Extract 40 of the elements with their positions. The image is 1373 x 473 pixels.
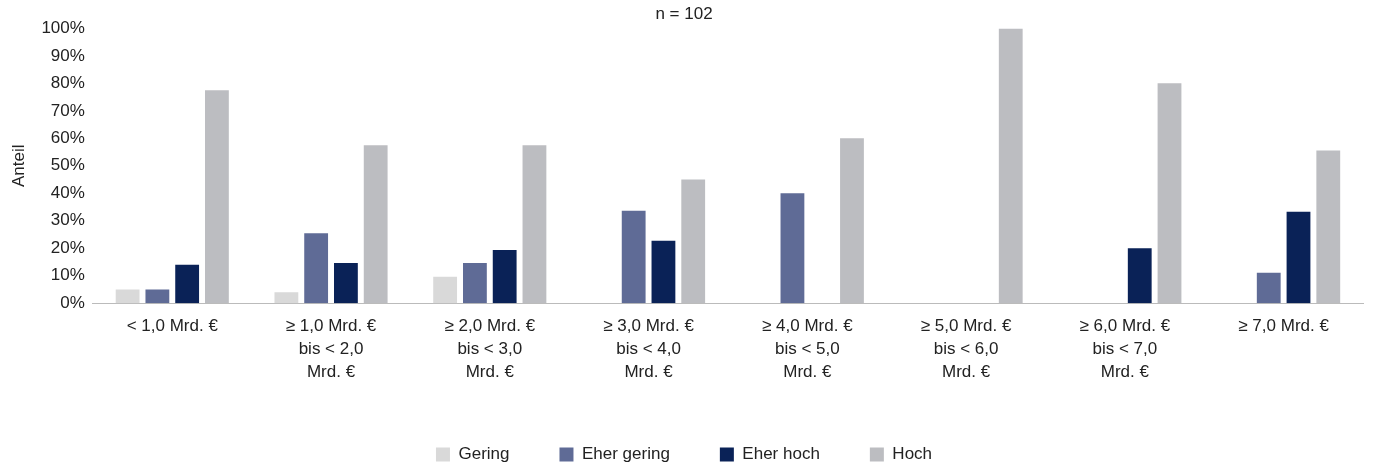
y-tick-label: 60% (50, 127, 85, 147)
y-tick-label: 90% (50, 45, 85, 65)
y-tick-label: 100% (41, 18, 85, 38)
legend-label: Gering (458, 444, 510, 464)
bar (433, 276, 458, 304)
y-axis-title: Anteil (8, 144, 28, 188)
bar (1127, 248, 1152, 304)
x-tick-label: ≥ 4,0 Mrd. € bis < 5,0 Mrd. € (762, 316, 854, 382)
y-tick-label: 70% (50, 100, 85, 120)
bar (1256, 272, 1281, 304)
y-tick-label: 10% (50, 265, 85, 285)
x-tick-label: ≥ 3,0 Mrd. € bis < 4,0 Mrd. € (603, 316, 695, 382)
y-tick-label: 0% (60, 292, 85, 312)
legend-label: Eher gering (581, 444, 670, 464)
bar (175, 264, 200, 304)
x-tick-label: ≥ 5,0 Mrd. € bis < 6,0 Mrd. € (920, 316, 1012, 382)
bar (274, 292, 299, 304)
bar (651, 240, 676, 304)
y-tick-label: 80% (50, 73, 85, 93)
x-tick-label: ≥ 7,0 Mrd. € (1238, 316, 1330, 336)
y-tick-label: 50% (50, 155, 85, 175)
chart-title: n = 102 (655, 3, 713, 23)
bar (492, 250, 517, 304)
y-tick-label: 20% (50, 237, 85, 257)
x-tick-label: ≥ 1,0 Mrd. € bis < 2,0 Mrd. € (285, 316, 377, 382)
x-tick-label: ≥ 2,0 Mrd. € bis < 3,0 Mrd. € (444, 316, 536, 382)
x-tick-label: ≥ 6,0 Mrd. € bis < 7,0 Mrd. € (1079, 316, 1171, 382)
bar (115, 289, 140, 304)
x-tick-label: < 1,0 Mrd. € (126, 316, 219, 336)
legend-label: Hoch (892, 444, 933, 464)
bar (621, 210, 646, 304)
bar (334, 263, 358, 304)
bar (780, 193, 805, 304)
bar (1286, 211, 1311, 304)
y-tick-label: 30% (50, 210, 85, 230)
bar (145, 289, 170, 304)
legend-label: Eher hoch (742, 444, 820, 464)
bar (304, 233, 329, 304)
bar (463, 263, 487, 304)
y-tick-label: 40% (50, 182, 85, 202)
